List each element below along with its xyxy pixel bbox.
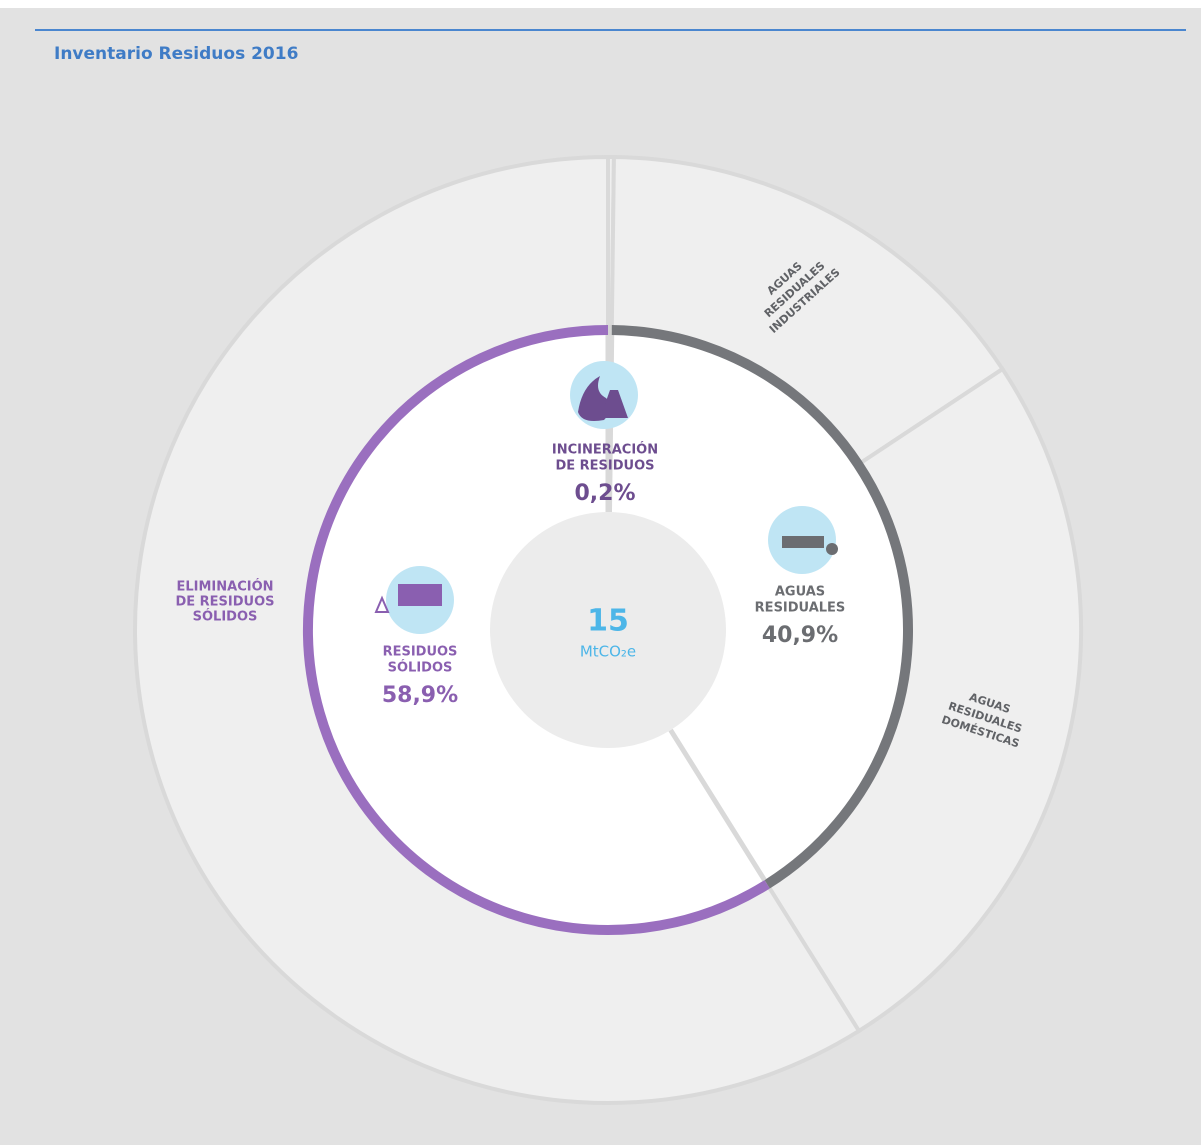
icon [578, 376, 611, 421]
center-value: 15 [587, 604, 629, 639]
divider [668, 728, 767, 882]
category-label: RESIDUOS [383, 645, 458, 660]
value-label: 40,9% [762, 623, 838, 648]
inner-segment [611, 325, 913, 889]
chart-title: Inventario Residuos 2016 [54, 44, 298, 64]
category-label: DE RESIDUOS [175, 595, 274, 610]
value-label: 58,9% [382, 683, 458, 708]
category-label: ELIMINACIÓN [176, 579, 273, 595]
center-unit: MtCO₂e [580, 643, 636, 661]
category-label: AGUAS [775, 585, 825, 600]
inner-segment [303, 325, 770, 935]
icon [782, 536, 824, 548]
icon [374, 595, 390, 613]
icon [600, 390, 628, 418]
value-label: 0,2% [574, 481, 635, 506]
icon [398, 584, 442, 606]
category-label: DE RESIDUOS [555, 459, 654, 474]
category-label: INCINERACIÓN [552, 442, 658, 458]
category-label: SÓLIDOS [193, 609, 258, 625]
category-label: RESIDUALES [755, 601, 846, 616]
category-label: SÓLIDOS [388, 660, 453, 676]
center-disk [490, 512, 726, 748]
icon [826, 543, 838, 555]
